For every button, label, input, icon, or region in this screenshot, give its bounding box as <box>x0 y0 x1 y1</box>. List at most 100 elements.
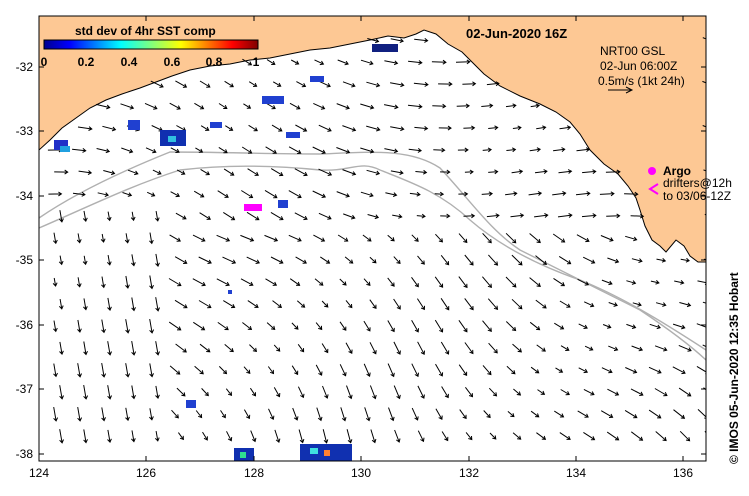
current-arrow <box>558 255 572 265</box>
current-arrow <box>560 345 570 351</box>
current-arrow <box>530 103 541 109</box>
current-arrow <box>367 38 380 44</box>
current-arrow <box>296 81 307 88</box>
current-arrow <box>554 410 565 418</box>
colorbar-tick: 1 <box>253 55 260 69</box>
current-arrow <box>417 255 425 265</box>
model-info: NRT00 GSL 02-Jun 06:00Z 0.5m/s (1kt 24h) <box>598 44 685 94</box>
current-arrow <box>264 189 278 199</box>
colorbar: std dev of 4hr SST comp 0 0.2 0.4 0.6 0.… <box>41 24 260 69</box>
current-arrow <box>362 234 372 242</box>
current-arrow <box>360 147 375 154</box>
current-arrow <box>702 37 706 40</box>
current-arrow <box>125 275 130 289</box>
current-arrow <box>200 168 210 176</box>
current-arrow <box>535 299 547 309</box>
current-arrow <box>465 386 474 398</box>
current-arrow <box>264 234 279 242</box>
current-arrow <box>336 147 351 154</box>
y-tick-labels: -32 -33 -34 -35 -36 -37 -38 <box>16 60 34 461</box>
current-arrow <box>482 276 492 288</box>
current-arrow <box>322 429 329 444</box>
current-arrow <box>220 410 226 419</box>
current-arrow <box>82 255 88 266</box>
current-arrow <box>289 278 301 286</box>
current-arrow <box>413 82 429 87</box>
current-arrow <box>59 210 64 223</box>
current-arrow <box>576 234 590 243</box>
current-arrow <box>630 213 645 219</box>
current-arrow <box>625 235 638 242</box>
land-australia <box>39 16 706 263</box>
current-arrow <box>702 125 706 128</box>
current-arrow <box>387 277 395 287</box>
colorbar-label: std dev of 4hr SST comp <box>75 24 216 38</box>
current-arrow <box>434 319 444 333</box>
current-arrow <box>488 342 498 354</box>
current-arrow <box>107 297 112 311</box>
current-arrow <box>144 102 158 110</box>
current-arrow <box>200 125 210 131</box>
current-arrow <box>411 363 419 378</box>
current-arrow <box>530 366 540 374</box>
current-arrow <box>602 324 612 329</box>
current-arrow <box>408 148 422 153</box>
current-arrow <box>369 299 377 310</box>
current-arrow <box>176 387 186 397</box>
isobath-inner <box>39 151 706 361</box>
current-arrow <box>605 169 621 175</box>
current-arrow <box>171 409 179 419</box>
current-arrow <box>366 81 381 88</box>
current-arrow <box>673 409 686 419</box>
current-arrow <box>624 409 638 419</box>
current-arrow <box>393 298 401 310</box>
current-arrow <box>507 411 515 418</box>
current-arrow <box>266 59 276 65</box>
current-arrow <box>340 407 347 422</box>
current-arrow <box>199 212 211 220</box>
current-arrow <box>458 233 468 244</box>
current-arrow <box>626 280 637 285</box>
current-arrow <box>369 342 377 355</box>
current-arrow <box>529 277 541 287</box>
current-arrow <box>130 211 136 222</box>
current-arrow <box>464 254 474 266</box>
current-arrow <box>168 278 182 287</box>
current-arrow <box>337 59 349 66</box>
current-arrow <box>336 191 350 198</box>
current-arrow <box>270 211 284 221</box>
current-arrow <box>606 213 621 219</box>
current-arrow <box>555 367 564 373</box>
current-arrow <box>625 367 638 374</box>
current-arrow <box>268 408 275 421</box>
current-arrow <box>431 59 447 65</box>
current-arrow <box>626 323 637 329</box>
current-arrow <box>149 319 155 334</box>
current-arrow <box>101 363 107 378</box>
credit-text: © IMOS 05-Jun-2020 12:35 Hobart <box>727 272 741 464</box>
current-arrow <box>218 366 228 375</box>
current-arrow <box>345 300 353 309</box>
current-arrow <box>318 124 332 132</box>
current-arrow <box>125 363 131 378</box>
current-arrow <box>54 169 69 175</box>
current-arrow <box>488 125 499 131</box>
current-arrow <box>388 407 395 422</box>
current-arrow <box>344 256 354 264</box>
current-arrow <box>315 322 323 331</box>
current-arrow <box>489 432 497 440</box>
current-arrow <box>606 431 620 441</box>
current-arrow <box>458 191 469 197</box>
current-arrow <box>149 363 154 378</box>
current-arrow <box>224 344 234 353</box>
current-arrow <box>369 385 377 400</box>
current-arrow <box>100 233 106 243</box>
current-arrow <box>534 169 548 174</box>
current-arrow <box>440 298 450 311</box>
y-tick-label: -35 <box>16 253 34 267</box>
current-arrow <box>414 126 429 131</box>
y-tick-label: -38 <box>16 447 34 461</box>
sst-stddev-patches <box>54 44 398 461</box>
current-arrow <box>696 323 706 330</box>
current-arrow <box>599 191 615 197</box>
